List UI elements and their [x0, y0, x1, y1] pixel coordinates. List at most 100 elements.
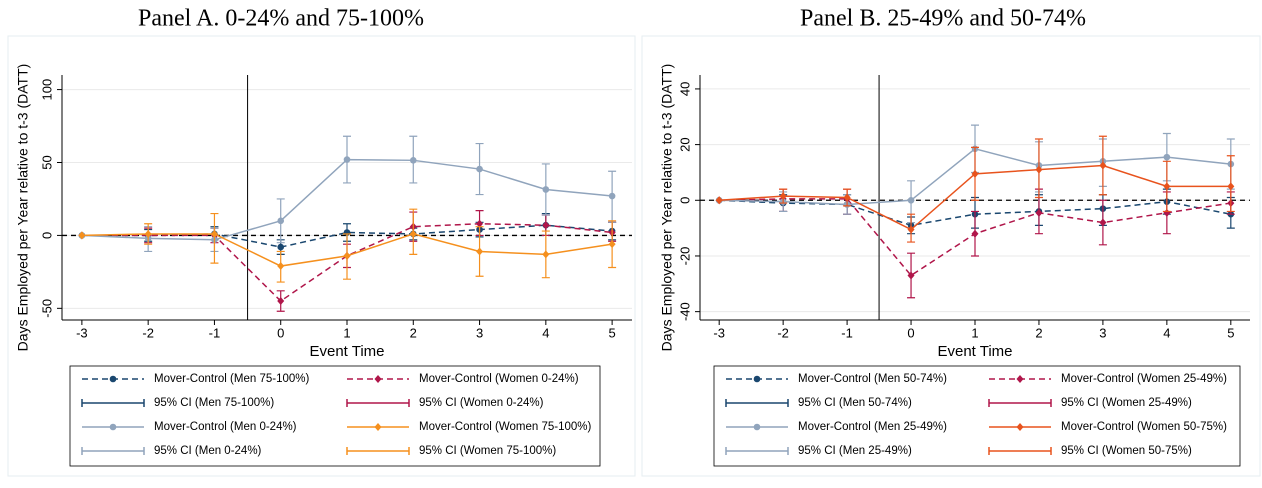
x-tick-label: -1 [209, 325, 221, 340]
marker [542, 186, 550, 193]
x-tick-label: 2 [1035, 325, 1042, 340]
legend-label: 95% CI (Women 50-75%) [1061, 445, 1192, 457]
marker [1016, 375, 1024, 383]
legend-label: 95% CI (Men 75-100%) [154, 397, 274, 409]
x-tick-label: -1 [841, 325, 853, 340]
marker [1035, 208, 1043, 217]
legend [713, 365, 1241, 467]
legend-label: Mover-Control (Women 50-75%) [1061, 421, 1227, 433]
marker [608, 192, 616, 200]
x-tick-label: 2 [410, 325, 417, 340]
x-tick-label: 1 [971, 325, 978, 340]
legend-label: 95% CI (Men 50-74%) [798, 397, 912, 409]
marker [277, 243, 285, 251]
y-tick-label: 40 [677, 82, 692, 96]
x-tick-label: 5 [608, 325, 615, 340]
chart-title: Panel A. 0-24% and 75-100% [138, 6, 424, 32]
marker [277, 217, 285, 225]
x-tick-label: 4 [1163, 325, 1170, 340]
legend-label: 95% CI (Men 25-49%) [798, 445, 912, 457]
marker [210, 229, 218, 238]
legend [69, 365, 601, 467]
marker [78, 231, 86, 240]
series-line [81, 224, 613, 248]
chart-title: Panel B. 25-49% and 50-74% [800, 6, 1086, 32]
legend-label: Mover-Control (Women 25-49%) [1061, 373, 1227, 385]
marker [409, 229, 417, 238]
marker [715, 196, 723, 205]
legend-label: Mover-Control (Men 50-74%) [798, 373, 947, 385]
x-tick-label: -3 [713, 325, 725, 340]
marker [1099, 218, 1107, 227]
marker [343, 156, 351, 163]
legend-swatch [81, 399, 145, 407]
error-bar [210, 212, 219, 264]
marker [1163, 182, 1171, 191]
y-tick-label: 50 [39, 155, 54, 169]
plot-area [62, 75, 632, 320]
marker [1227, 182, 1235, 191]
marker [608, 240, 616, 249]
legend-swatch [725, 399, 789, 407]
y-tick-label: 0 [39, 232, 54, 239]
marker [343, 251, 351, 260]
legend-swatch [346, 447, 410, 455]
legend-label: 95% CI (Women 0-24%) [419, 397, 544, 409]
x-tick-label: -2 [142, 325, 154, 340]
marker [971, 169, 979, 178]
marker [1163, 153, 1171, 161]
marker [144, 229, 152, 238]
y-tick-label: 100 [39, 79, 54, 101]
legend-swatch [81, 447, 145, 455]
x-axis-title: Event Time [937, 343, 1012, 360]
legend-swatch [988, 447, 1052, 455]
marker [476, 219, 484, 228]
marker [1035, 165, 1043, 174]
marker [277, 262, 285, 271]
marker [753, 375, 761, 383]
legend-swatch [725, 447, 789, 455]
marker [1163, 208, 1171, 217]
marker [1099, 161, 1107, 170]
x-tick-label: 3 [1099, 325, 1106, 340]
x-tick-label: -3 [76, 325, 88, 340]
legend-label: Mover-Control (Women 75-100%) [419, 421, 592, 433]
x-tick-label: 5 [1227, 325, 1234, 340]
marker [109, 423, 117, 431]
marker [542, 221, 550, 230]
marker [907, 271, 915, 280]
legend-label: Mover-Control (Men 25-49%) [798, 421, 947, 433]
legend-label: 95% CI (Women 75-100%) [419, 445, 556, 457]
marker [374, 375, 382, 383]
x-tick-label: 0 [907, 325, 914, 340]
legend-swatch [988, 399, 1052, 407]
x-tick-label: -2 [777, 325, 789, 340]
marker [907, 196, 915, 204]
marker [409, 157, 417, 164]
y-tick-label: -50 [39, 299, 54, 318]
marker [907, 225, 915, 234]
marker [971, 229, 979, 238]
marker [1016, 423, 1024, 431]
marker [374, 423, 382, 431]
marker [542, 250, 550, 259]
legend-label: Mover-Control (Women 0-24%) [419, 373, 579, 385]
marker [843, 193, 851, 202]
y-tick-label: 20 [677, 137, 692, 151]
x-tick-label: 3 [476, 325, 483, 340]
marker [753, 423, 761, 431]
y-axis-title: Days Employed per Year relative to t-3 (… [659, 64, 675, 352]
y-axis-title: Days Employed per Year relative to t-3 (… [15, 64, 31, 352]
legend-label: Mover-Control (Men 75-100%) [154, 373, 309, 385]
x-tick-label: 0 [277, 325, 284, 340]
y-tick-label: 0 [677, 197, 692, 204]
marker [476, 247, 484, 256]
marker [109, 375, 117, 383]
legend-label: 95% CI (Men 0-24%) [154, 445, 262, 457]
x-tick-label: 1 [343, 325, 350, 340]
marker [476, 165, 483, 173]
legend-swatch [346, 399, 410, 407]
marker [779, 192, 787, 201]
